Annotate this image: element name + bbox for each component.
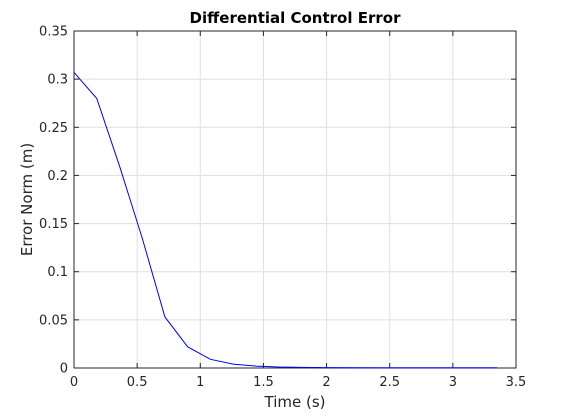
ticks: 0 0.5 1 1.5 2 2.5 3 3.5 0 0.05 0.1 0.15 0.2 0.25 0.3 0.…: [39, 25, 526, 391]
grid: [73, 30, 517, 369]
x-tick-label: 2: [322, 375, 330, 390]
x-axis-label: Time (s): [264, 393, 326, 411]
series-line: [73, 72, 498, 369]
y-tick-label: 0: [60, 362, 68, 377]
x-tick-label: 3: [449, 375, 457, 390]
y-tick-label: 0.3: [47, 73, 68, 88]
x-tick-label: 0: [70, 375, 78, 390]
y-tick-label: 0.35: [39, 25, 68, 40]
series-layer: [73, 72, 498, 369]
x-tick-label: 3.5: [506, 375, 527, 390]
x-tick-label: 1: [196, 375, 204, 390]
y-tick-label: 0.15: [39, 217, 68, 232]
y-axis-label: Error Norm (m): [18, 143, 36, 256]
y-tick-label: 0.05: [39, 313, 68, 328]
plot-frame: [73, 30, 517, 369]
x-tick-label: 1.5: [253, 375, 274, 390]
y-tick-label: 0.2: [47, 169, 68, 184]
x-tick-label: 2.5: [379, 375, 400, 390]
chart-title: Differential Control Error: [190, 9, 402, 27]
y-tick-label: 0.1: [47, 265, 68, 280]
x-tick-label: 0.5: [127, 375, 148, 390]
y-tick-label: 0.25: [39, 121, 68, 136]
